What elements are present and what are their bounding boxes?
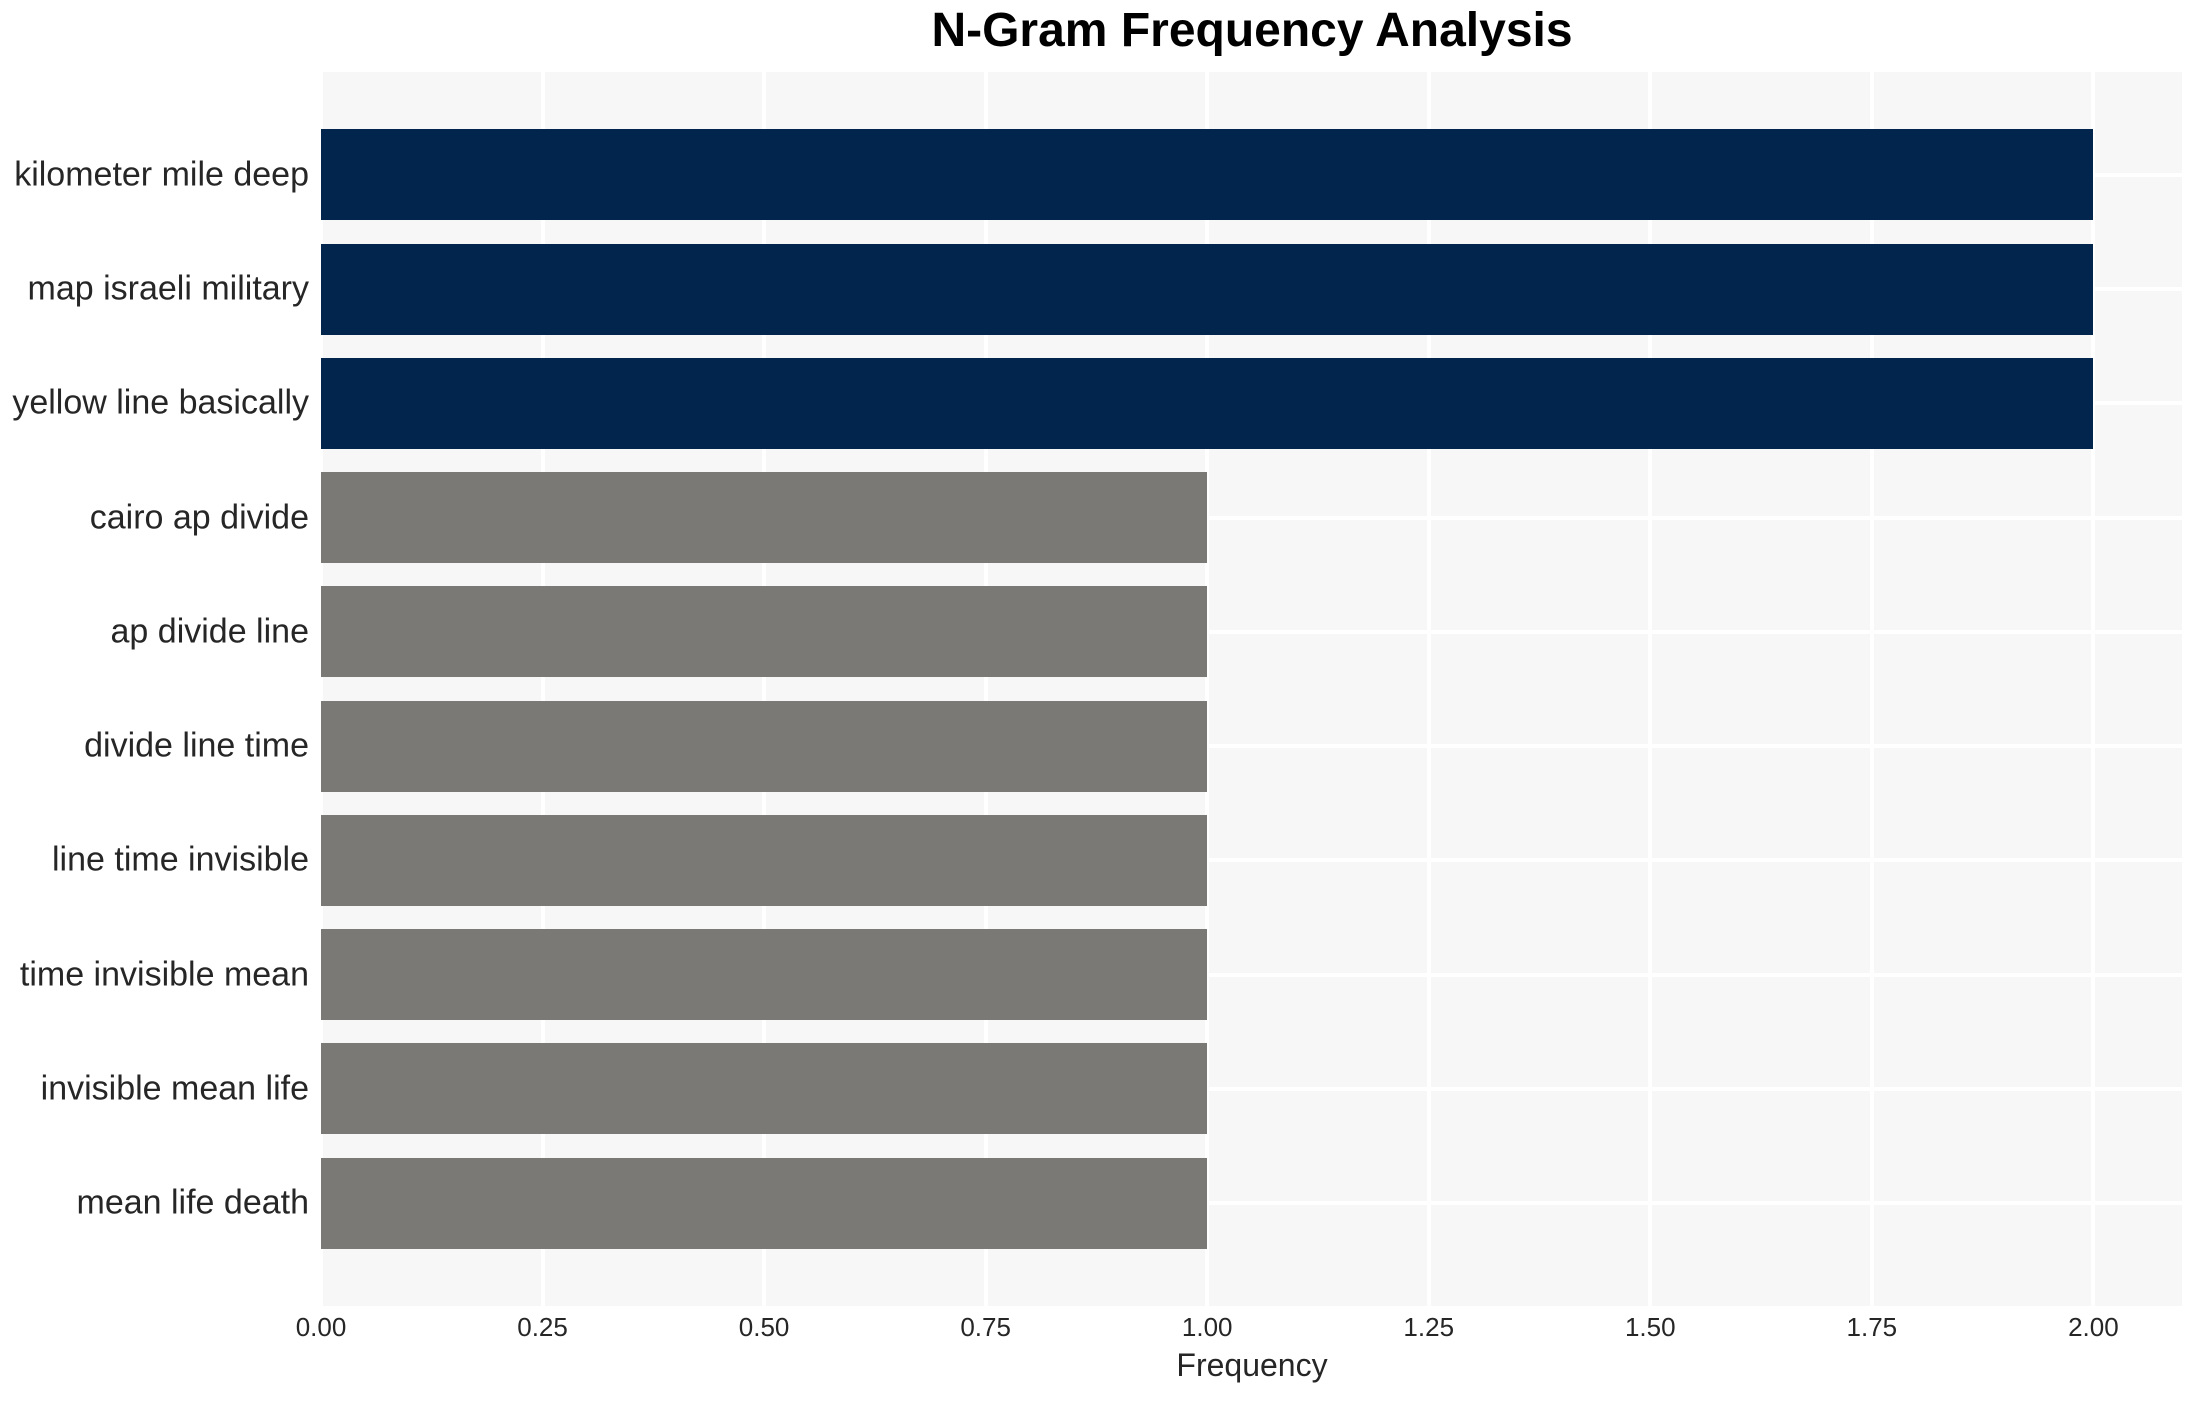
y-tick-label: map israeli military bbox=[27, 269, 310, 308]
y-tick-label: ap divide line bbox=[110, 612, 309, 651]
gridline-vertical bbox=[1205, 72, 1210, 1306]
gridline-horizontal bbox=[321, 972, 2182, 977]
gridline-horizontal bbox=[321, 858, 2182, 863]
chart-title: N-Gram Frequency Analysis bbox=[931, 4, 1573, 57]
x-tick-label: 0.00 bbox=[295, 1312, 347, 1342]
y-tick-label: kilometer mile deep bbox=[14, 155, 309, 194]
gridline-horizontal bbox=[321, 1086, 2182, 1091]
y-tick-label: cairo ap divide bbox=[89, 498, 309, 537]
x-tick-label: 0.75 bbox=[960, 1312, 1011, 1342]
x-tick-label: 1.00 bbox=[1181, 1312, 1233, 1342]
bar bbox=[321, 129, 2093, 220]
bar bbox=[321, 701, 1207, 792]
gridline-horizontal bbox=[321, 744, 2182, 749]
gridline-horizontal bbox=[321, 515, 2182, 520]
bar bbox=[321, 929, 1207, 1020]
gridline-vertical bbox=[540, 72, 545, 1306]
y-tick-label: divide line time bbox=[84, 726, 309, 765]
x-tick-label: 2.00 bbox=[2068, 1312, 2119, 1342]
y-tick-label: line time invisible bbox=[52, 840, 309, 879]
x-tick-label: 1.50 bbox=[1624, 1312, 1676, 1342]
plot-area bbox=[319, 72, 2182, 1306]
gridline-vertical bbox=[983, 72, 988, 1306]
bar bbox=[321, 1158, 1207, 1249]
x-tick-label: 1.25 bbox=[1403, 1312, 1455, 1342]
bar bbox=[321, 815, 1207, 906]
gridline-vertical bbox=[2091, 72, 2096, 1306]
x-tick-label: 0.50 bbox=[738, 1312, 790, 1342]
gridline-vertical bbox=[1869, 72, 1874, 1306]
x-tick-label: 0.25 bbox=[517, 1312, 568, 1342]
bar bbox=[321, 358, 2093, 449]
bar bbox=[321, 586, 1207, 677]
gridline-vertical bbox=[762, 72, 767, 1306]
y-tick-label: time invisible mean bbox=[19, 955, 309, 994]
gridline-horizontal bbox=[321, 629, 2182, 634]
gridline-vertical bbox=[319, 72, 323, 1306]
y-tick-label: invisible mean life bbox=[40, 1069, 309, 1108]
x-axis-title: Frequency bbox=[1176, 1347, 1328, 1383]
gridline-vertical bbox=[1426, 72, 1431, 1306]
y-tick-label: yellow line basically bbox=[12, 383, 309, 422]
gridline-horizontal bbox=[321, 1201, 2182, 1206]
bar bbox=[321, 1043, 1207, 1134]
bar bbox=[321, 244, 2093, 335]
x-tick-label: 1.75 bbox=[1846, 1312, 1898, 1342]
gridline-vertical bbox=[1648, 72, 1653, 1306]
y-tick-label: mean life death bbox=[76, 1183, 310, 1222]
bar bbox=[321, 472, 1207, 563]
